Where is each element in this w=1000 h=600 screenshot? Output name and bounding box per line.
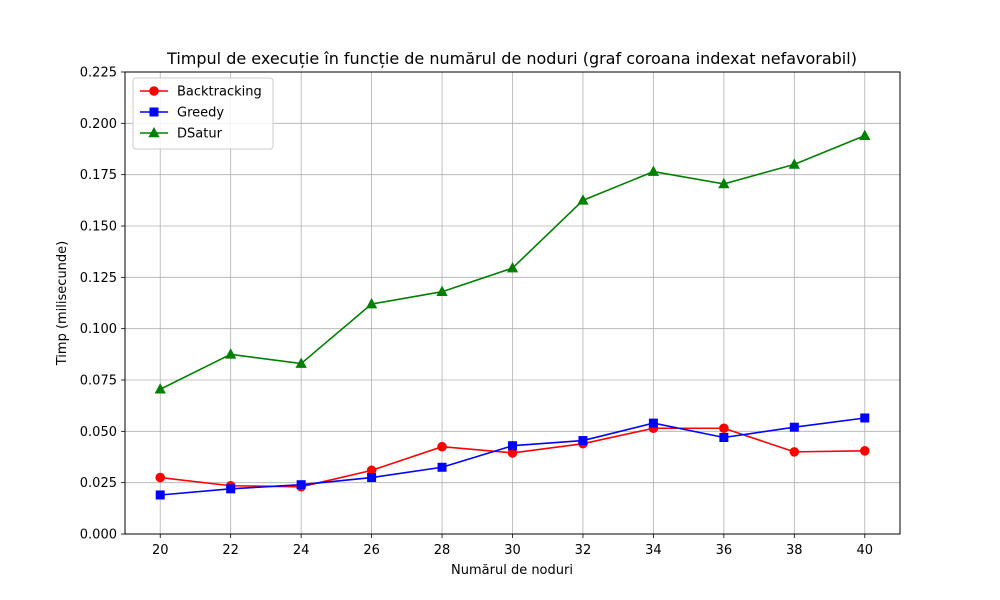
y-tick-label: 0.050	[80, 425, 117, 440]
data-point-backtracking	[789, 447, 800, 457]
data-point-dsatur	[436, 285, 448, 297]
data-point-dsatur	[718, 177, 730, 189]
x-tick-label: 32	[575, 543, 592, 558]
y-tick-label: 0.175	[80, 168, 117, 183]
y-tick-label: 0.000	[80, 528, 117, 543]
data-point-dsatur	[365, 297, 378, 309]
data-point-greedy	[648, 418, 658, 428]
data-point-backtracking	[437, 441, 447, 452]
data-point-greedy	[508, 441, 517, 451]
y-tick-label: 0.225	[80, 66, 117, 81]
data-point-dsatur	[788, 158, 800, 169]
data-point-greedy	[860, 413, 870, 423]
x-tick-label: 26	[363, 543, 380, 558]
series-dsatur	[154, 129, 871, 394]
data-point-dsatur	[577, 194, 589, 205]
legend-label-dsatur: DSatur	[177, 127, 223, 142]
y-tick-label: 0.150	[80, 220, 117, 235]
grid-lines	[125, 71, 900, 535]
legend-box	[132, 77, 274, 150]
legend-entry-greedy: Greedy	[140, 106, 224, 121]
data-point-backtracking	[719, 423, 729, 434]
legend-label-greedy: Greedy	[177, 106, 224, 121]
data-point-greedy	[296, 480, 306, 490]
legend-marker-dsatur	[148, 126, 160, 138]
chart-title: Timpul de execuție în funcție de numărul…	[166, 49, 857, 68]
data-point-dsatur	[506, 262, 519, 273]
data-point-greedy	[578, 436, 588, 446]
legend-marker-backtracking	[149, 86, 159, 96]
data-point-greedy	[719, 432, 729, 442]
data-point-dsatur	[154, 383, 166, 394]
y-tick-label: 0.100	[80, 322, 117, 337]
legend-entry-dsatur: DSatur	[140, 127, 223, 142]
x-axis-label: Numărul de noduri	[451, 563, 573, 578]
y-axis-label: Timp (milisecunde)	[55, 241, 70, 367]
y-tick-label: 0.125	[80, 271, 117, 286]
y-axis-ticks: 0.000 0.025 0.050 0.075 0.100 0.125 0.150 0.175…	[80, 66, 125, 543]
series-layer	[154, 129, 871, 500]
series-greedy	[155, 413, 870, 500]
x-tick-label: 22	[222, 543, 239, 558]
y-tick-label: 0.075	[80, 374, 117, 389]
legend: Backtracking Greedy DSatur	[132, 77, 274, 150]
x-tick-label: 24	[293, 543, 310, 558]
data-point-dsatur	[295, 357, 307, 368]
data-point-greedy	[789, 422, 799, 432]
data-point-dsatur	[859, 129, 871, 140]
data-point-dsatur	[225, 348, 237, 359]
legend-marker-greedy	[149, 107, 159, 117]
data-point-dsatur	[647, 165, 660, 176]
data-point-backtracking	[859, 446, 870, 456]
y-tick-label: 0.025	[80, 476, 117, 491]
data-point-greedy	[155, 490, 165, 500]
data-point-greedy	[437, 462, 447, 472]
data-point-greedy	[367, 473, 377, 483]
data-point-backtracking	[155, 472, 166, 483]
x-tick-label: 30	[504, 543, 521, 558]
x-tick-label: 36	[716, 543, 733, 558]
x-tick-label: 20	[152, 543, 169, 558]
legend-entry-backtracking: Backtracking	[140, 85, 262, 100]
legend-label-backtracking: Backtracking	[177, 85, 262, 100]
x-tick-label: 40	[856, 543, 873, 558]
data-point-greedy	[226, 484, 236, 494]
x-axis-ticks: 20 22 24 26 28 30 32 34 36 38 40	[152, 534, 873, 558]
x-tick-label: 28	[434, 543, 451, 558]
y-tick-label: 0.200	[80, 117, 117, 132]
x-tick-label: 34	[645, 543, 662, 558]
x-tick-label: 38	[786, 543, 803, 558]
